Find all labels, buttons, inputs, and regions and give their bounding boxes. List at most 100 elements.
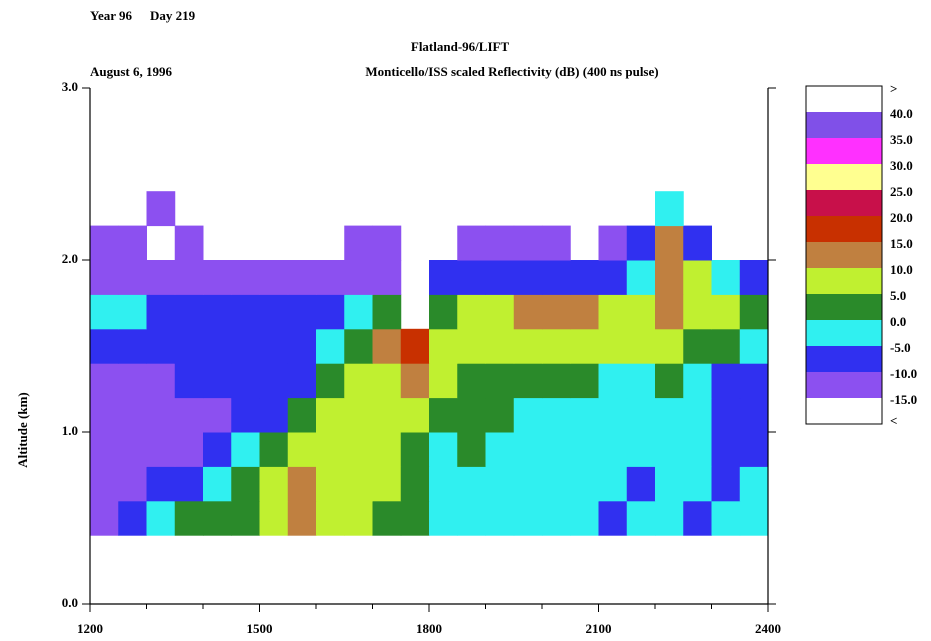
colorbar-swatch <box>806 346 882 372</box>
y-tick-label: 0.0 <box>62 595 78 610</box>
heat-cell <box>174 225 204 261</box>
heat-cell <box>626 432 656 467</box>
colorbar-swatch <box>806 294 882 320</box>
heat-cell <box>174 363 204 399</box>
heat-cell <box>146 466 176 502</box>
x-tick-label: 1800 <box>416 621 442 636</box>
heat-cell <box>174 397 204 433</box>
colorbar-under <box>806 398 882 424</box>
heat-cell <box>513 363 543 399</box>
heat-cell <box>711 294 741 330</box>
heat-cell <box>598 432 628 467</box>
heat-cell <box>711 363 741 399</box>
heat-cell <box>400 328 430 364</box>
colorbar-label: 30.0 <box>890 158 913 173</box>
heat-cell <box>203 363 232 399</box>
heat-cell <box>118 397 147 433</box>
heat-cell <box>429 432 458 467</box>
heat-cell <box>683 500 712 536</box>
heat-cell <box>513 260 543 295</box>
colorbar-swatch <box>806 372 882 398</box>
heat-cell <box>344 363 373 399</box>
heat-cell <box>542 500 571 536</box>
heat-cell <box>344 397 373 433</box>
heat-cell <box>146 191 176 227</box>
heat-cell <box>203 466 232 502</box>
y-tick-label: 3.0 <box>62 79 78 94</box>
heat-cell <box>655 363 684 399</box>
heat-cell <box>90 466 119 502</box>
colorbar-under-label: < <box>890 413 897 428</box>
colorbar-label: 5.0 <box>890 288 906 303</box>
heat-cell <box>316 432 345 467</box>
heat-cell <box>259 466 289 502</box>
heat-cell <box>683 432 712 467</box>
heat-cell <box>626 397 656 433</box>
heat-cell <box>146 363 176 399</box>
heat-cell <box>655 397 684 433</box>
heat-cell <box>598 260 628 295</box>
heat-cell <box>570 294 599 330</box>
heat-cell <box>626 363 656 399</box>
y-tick-label: 2.0 <box>62 251 78 266</box>
heat-cell <box>655 294 684 330</box>
heat-cell <box>372 397 402 433</box>
heat-cell <box>513 397 543 433</box>
heat-cell <box>429 466 458 502</box>
heat-cell <box>287 500 317 536</box>
heat-cell <box>429 260 458 295</box>
x-tick-label: 2100 <box>586 621 612 636</box>
heat-cell <box>655 191 684 227</box>
heat-cell <box>655 260 684 295</box>
colorbar-swatch <box>806 242 882 268</box>
heat-cell <box>146 432 176 467</box>
heat-cell <box>118 432 147 467</box>
heat-cell <box>344 466 373 502</box>
heat-cell <box>429 363 458 399</box>
heat-cell <box>259 432 289 467</box>
heat-cell <box>485 294 515 330</box>
heat-cell <box>457 432 486 467</box>
heat-cell <box>485 500 515 536</box>
heat-cell <box>259 328 289 364</box>
heat-cell <box>90 260 119 295</box>
heat-cell <box>683 397 712 433</box>
heat-cell <box>485 225 515 261</box>
date-label: August 6, 1996 <box>90 64 172 79</box>
heat-cell <box>344 225 373 261</box>
colorbar-label: 25.0 <box>890 184 913 199</box>
heat-cell <box>287 260 317 295</box>
heat-cell <box>513 294 543 330</box>
heat-cell <box>457 225 486 261</box>
heat-cell <box>372 328 402 364</box>
heat-cell <box>400 397 430 433</box>
x-tick-label: 2400 <box>755 621 781 636</box>
heat-cell <box>513 225 543 261</box>
heat-cell <box>485 363 515 399</box>
heat-cell <box>542 225 571 261</box>
heat-cell <box>457 328 486 364</box>
heat-cell <box>683 294 712 330</box>
heat-cell <box>485 328 515 364</box>
heat-cell <box>90 294 119 330</box>
heat-cell <box>316 328 345 364</box>
chart-title: Flatland-96/LIFT <box>411 39 510 54</box>
heat-cell <box>739 260 769 295</box>
colorbar-label: 15.0 <box>890 236 913 251</box>
heat-cell <box>174 260 204 295</box>
heat-cell <box>542 328 571 364</box>
heat-cell <box>655 500 684 536</box>
heat-cell <box>118 225 147 261</box>
heat-cell <box>316 260 345 295</box>
x-tick-label: 1500 <box>247 621 273 636</box>
heat-cell <box>316 294 345 330</box>
heat-cell <box>316 363 345 399</box>
heat-cell <box>570 328 599 364</box>
heat-cell <box>655 225 684 261</box>
heat-cell <box>231 500 260 536</box>
year-label: Year 96 <box>90 8 133 23</box>
heat-cell <box>344 432 373 467</box>
heat-cell <box>739 294 769 330</box>
colorbar-over <box>806 86 882 112</box>
heat-cell <box>400 432 430 467</box>
